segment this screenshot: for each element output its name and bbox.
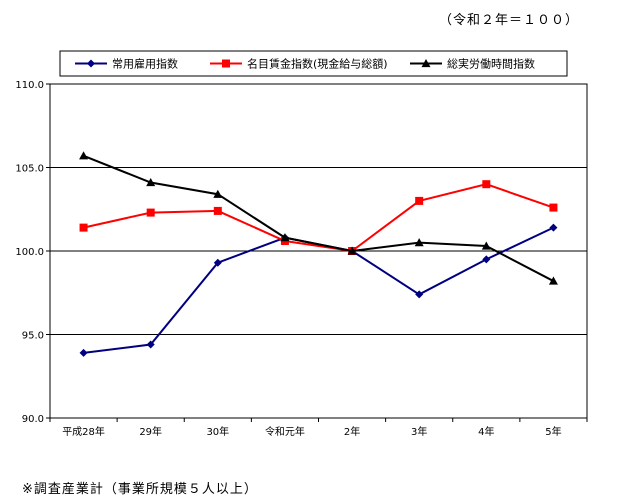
data-point — [280, 233, 290, 242]
data-point — [213, 206, 222, 215]
legend-label: 総実労働時間指数 — [447, 57, 535, 71]
series-line-1 — [83, 183, 554, 253]
base-year-note: （令和２年＝１００） — [438, 13, 579, 28]
x-tick-label: 29年 — [139, 425, 162, 438]
data-point — [481, 241, 491, 250]
y-tick-label: 95.0 — [22, 331, 44, 342]
legend-marker — [87, 59, 95, 68]
y-tick-label: 90.0 — [22, 414, 44, 425]
series-line-2 — [83, 154, 554, 282]
data-point — [415, 196, 424, 205]
data-point — [79, 223, 88, 232]
data-point — [213, 189, 223, 198]
data-point — [79, 348, 88, 357]
x-tick-label: 令和元年 — [265, 425, 305, 438]
x-tick-label: 2年 — [344, 425, 360, 438]
data-point — [482, 180, 491, 189]
footnote: ※調査産業計（事業所規模５人以上） — [22, 482, 258, 497]
legend — [59, 50, 568, 77]
data-point — [146, 208, 155, 217]
legend-label: 常用雇用指数 — [112, 57, 178, 71]
y-tick-label: 100.0 — [15, 247, 44, 258]
data-point — [415, 290, 424, 299]
x-tick-label: 平成28年 — [62, 425, 105, 438]
data-point — [79, 151, 89, 160]
x-tick-label: 30年 — [206, 425, 229, 438]
legend-label: 名目賃金指数(現金給与総額) — [247, 57, 388, 71]
legend-marker — [421, 59, 431, 68]
x-tick-label: 3年 — [411, 425, 427, 438]
x-tick-label: 5年 — [545, 425, 561, 438]
data-point — [548, 276, 558, 285]
data-point — [482, 255, 491, 264]
data-point — [146, 178, 156, 187]
y-tick-label: 110.0 — [15, 80, 44, 91]
y-tick-label: 105.0 — [15, 164, 44, 175]
legend-marker — [222, 59, 230, 68]
data-point — [549, 223, 558, 232]
data-point — [347, 246, 357, 255]
data-point — [213, 258, 222, 267]
data-point — [549, 203, 558, 212]
x-tick-label: 4年 — [478, 425, 494, 438]
data-point — [146, 340, 155, 349]
data-point — [414, 238, 424, 247]
